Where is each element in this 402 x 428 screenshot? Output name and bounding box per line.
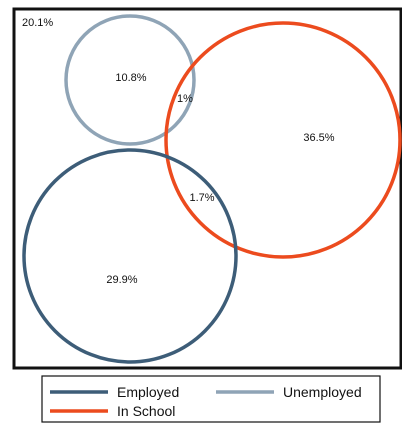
legend-in-school-label: In School [117,403,175,419]
unemployed-circle [64,14,196,146]
legend-unemployed-label: Unemployed [283,384,362,400]
legend-box [41,375,381,423]
unemployed-school-overlap-label: 1% [177,93,193,105]
employed-school-overlap-label: 1.7% [189,192,214,204]
employed-circle [22,148,238,364]
legend: Employed Unemployed In School [41,375,381,423]
employed-only-label: 29.9% [106,274,137,286]
in-school-circle [164,21,402,259]
plot-frame [12,7,402,370]
school-only-label: 36.5% [303,132,334,144]
legend-employed-label: Employed [117,384,179,400]
outside-region-label: 20.1% [22,17,53,29]
unemployed-only-label: 10.8% [115,72,146,84]
